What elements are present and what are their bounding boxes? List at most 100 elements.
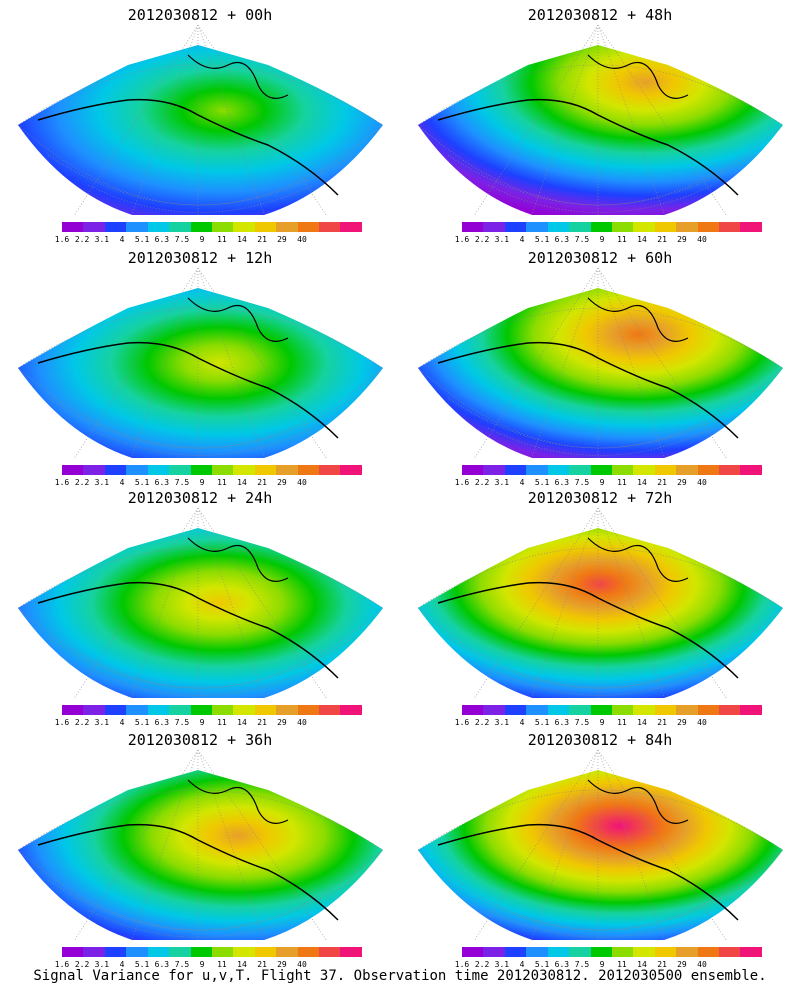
colorbar-tick-label: 40 [297, 478, 307, 487]
colorbar-swatch [526, 947, 548, 957]
colorbar-swatch [211, 705, 234, 715]
colorbar-swatch [190, 465, 212, 475]
colorbar-tick-label: 5.1 [134, 960, 150, 969]
colorbar [462, 465, 762, 475]
colorbar-tick-label: 4 [119, 235, 125, 244]
colorbar-tick-label: 9 [199, 718, 205, 727]
forecast-map [17, 750, 384, 940]
colorbar-swatch [654, 222, 677, 232]
colorbar-tick-label: 9 [599, 478, 605, 487]
colorbar-tick-label: 21 [657, 718, 667, 727]
colorbar-ticks: 1.6 2.2 3.1 4 5.1 6.3 7.5 9 11 14 21 29 40 [455, 718, 762, 728]
colorbar-tick-label: 6.3 [554, 235, 570, 244]
colorbar-tick-label: 5.1 [134, 235, 150, 244]
colorbar-tick-label: 21 [657, 478, 667, 487]
forecast-map [17, 25, 384, 215]
colorbar-tick-label: 1.6 [54, 478, 70, 487]
colorbar-swatch [590, 222, 612, 232]
colorbar-tick-label: 11 [617, 718, 627, 727]
colorbar-tick-label: 9 [599, 235, 605, 244]
forecast-map [17, 268, 384, 458]
figure-caption: Signal Variance for u,v,T. Flight 37. Ob… [33, 968, 767, 984]
colorbar-tick-label: 6.3 [554, 960, 570, 969]
colorbar-tick-label: 1.6 [454, 478, 470, 487]
colorbar-swatch [276, 465, 298, 475]
colorbar-swatch [654, 465, 677, 475]
colorbar-tick-label: 1.6 [454, 235, 470, 244]
colorbar-swatch [569, 705, 591, 715]
colorbar-swatch [740, 705, 762, 715]
colorbar-swatch [676, 222, 698, 232]
colorbar-swatch [190, 947, 212, 957]
colorbar-tick-label: 6.3 [154, 478, 170, 487]
colorbar-tick-label: 29 [677, 718, 687, 727]
colorbar-tick-label: 2.2 [74, 478, 90, 487]
colorbar-tick-label: 4 [119, 718, 125, 727]
colorbar-swatch [211, 222, 234, 232]
colorbar-swatch [462, 947, 484, 957]
colorbar-swatch [740, 222, 762, 232]
map-panel: 2012030812 + 48h 1.6 2.2 3.1 4 5.1 6.3 7.5 9 11 14… [400, 0, 800, 245]
colorbar-swatch [483, 222, 505, 232]
colorbar-tick-label: 7.5 [574, 960, 590, 969]
colorbar-swatch [62, 947, 84, 957]
colorbar-swatch [62, 222, 84, 232]
colorbar-swatch [719, 222, 741, 232]
panel-title: 2012030812 + 00h [127, 6, 273, 24]
colorbar-tick-label: 21 [657, 235, 667, 244]
colorbar-swatch [611, 465, 634, 475]
colorbar-swatch [104, 947, 127, 957]
colorbar-tick-label: 3.1 [94, 235, 110, 244]
colorbar-tick-label: 14 [637, 235, 647, 244]
panel-title: 2012030812 + 36h [127, 731, 273, 749]
colorbar-tick-label: 5.1 [534, 478, 550, 487]
colorbar-swatch [233, 705, 255, 715]
colorbar-swatch [276, 947, 298, 957]
map-panel: 2012030812 + 36h 1.6 2.2 3.1 4 5.1 6.3 7.5 9 11 14… [0, 725, 400, 970]
colorbar-tick-label: 9 [199, 478, 205, 487]
colorbar-swatch [83, 947, 105, 957]
colorbar-swatch [254, 222, 277, 232]
colorbar-tick-label: 29 [277, 960, 287, 969]
colorbar [62, 465, 362, 475]
colorbar-tick-label: 1.6 [54, 718, 70, 727]
colorbar-tick-label: 40 [697, 718, 707, 727]
colorbar-tick-label: 4 [519, 718, 525, 727]
colorbar [62, 222, 362, 232]
colorbar-tick-label: 40 [697, 235, 707, 244]
colorbar-tick-label: 29 [277, 478, 287, 487]
colorbar-swatch [547, 222, 570, 232]
colorbar-swatch [590, 705, 612, 715]
forecast-map [17, 508, 384, 698]
colorbar-tick-label: 2.2 [474, 235, 490, 244]
colorbar-tick-label: 11 [217, 718, 227, 727]
colorbar-tick-label: 7.5 [574, 478, 590, 487]
colorbar [462, 947, 762, 957]
colorbar-tick-label: 2.2 [474, 478, 490, 487]
colorbar-swatch [83, 705, 105, 715]
colorbar-tick-label: 6.3 [154, 235, 170, 244]
colorbar-swatch [62, 465, 84, 475]
colorbar-swatch [504, 222, 527, 232]
colorbar-tick-label: 4 [519, 478, 525, 487]
map-panel: 2012030812 + 24h 1.6 2.2 3.1 4 5.1 6.3 7.5 9 11 14… [0, 483, 400, 728]
colorbar-tick-label: 9 [599, 718, 605, 727]
colorbar-swatch [483, 705, 505, 715]
colorbar-swatch [340, 465, 362, 475]
colorbar-swatch [719, 465, 741, 475]
colorbar-swatch [297, 947, 320, 957]
colorbar-swatch [676, 465, 698, 475]
colorbar-tick-label: 5.1 [534, 960, 550, 969]
colorbar-swatch [233, 222, 255, 232]
forecast-map [417, 508, 784, 698]
colorbar-tick-label: 5.1 [534, 718, 550, 727]
colorbar [62, 705, 362, 715]
forecast-map [417, 25, 784, 215]
colorbar-swatch [276, 705, 298, 715]
colorbar-swatch [654, 947, 677, 957]
colorbar-tick-label: 11 [617, 478, 627, 487]
colorbar-swatch [740, 947, 762, 957]
colorbar-swatch [126, 947, 148, 957]
colorbar [462, 705, 762, 715]
colorbar-tick-label: 11 [217, 960, 227, 969]
